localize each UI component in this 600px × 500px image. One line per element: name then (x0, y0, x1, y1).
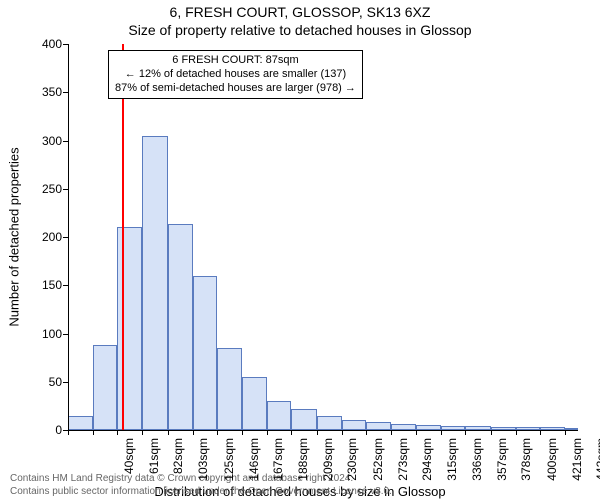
x-tick-label: 336sqm (470, 438, 484, 488)
y-tick-mark (63, 237, 68, 238)
histogram-bar (267, 401, 292, 430)
y-tick-label: 50 (0, 375, 62, 389)
x-tick-mark (491, 430, 492, 435)
y-tick-mark (63, 141, 68, 142)
x-tick-mark (565, 430, 566, 435)
histogram-bar (342, 420, 367, 430)
x-tick-mark (68, 430, 69, 435)
y-tick-mark (63, 44, 68, 45)
y-tick-label: 150 (0, 278, 62, 292)
histogram-bar (168, 224, 193, 430)
histogram-bar (242, 377, 267, 430)
annotation-line2: ← 12% of detached houses are smaller (13… (115, 68, 356, 82)
x-tick-label: 40sqm (122, 438, 136, 488)
x-axis-line (68, 430, 578, 431)
x-tick-label: 400sqm (545, 438, 559, 488)
x-tick-label: 252sqm (371, 438, 385, 488)
y-tick-label: 250 (0, 182, 62, 196)
chart-container: 6, FRESH COURT, GLOSSOP, SK13 6XZ Size o… (0, 0, 600, 500)
y-tick-label: 0 (0, 423, 62, 437)
x-tick-label: 103sqm (196, 438, 210, 488)
x-tick-label: 378sqm (519, 438, 533, 488)
x-tick-label: 315sqm (445, 438, 459, 488)
x-tick-mark (366, 430, 367, 435)
histogram-bar (291, 409, 317, 430)
annotation-box: 6 FRESH COURT: 87sqm ← 12% of detached h… (108, 50, 363, 99)
x-tick-label: 125sqm (222, 438, 236, 488)
x-tick-label: 421sqm (570, 438, 584, 488)
y-tick-mark (63, 92, 68, 93)
x-tick-mark (168, 430, 169, 435)
x-tick-label: 273sqm (396, 438, 410, 488)
annotation-line1: 6 FRESH COURT: 87sqm (115, 54, 356, 68)
x-tick-mark (342, 430, 343, 435)
histogram-bar (68, 416, 93, 430)
y-axis-line (68, 44, 69, 430)
y-tick-mark (63, 382, 68, 383)
x-tick-label: 82sqm (171, 438, 185, 488)
histogram-bar (142, 136, 168, 430)
histogram-bar (217, 348, 242, 430)
x-tick-mark (267, 430, 268, 435)
histogram-bar (117, 227, 142, 430)
x-tick-mark (441, 430, 442, 435)
x-tick-mark (217, 430, 218, 435)
x-tick-mark (93, 430, 94, 435)
reference-line (122, 44, 124, 430)
y-tick-label: 200 (0, 230, 62, 244)
histogram-bar (193, 276, 218, 430)
x-tick-mark (317, 430, 318, 435)
y-tick-label: 350 (0, 85, 62, 99)
chart-title-line2: Size of property relative to detached ho… (0, 22, 600, 38)
x-tick-mark (391, 430, 392, 435)
histogram-bar (93, 345, 118, 430)
y-tick-mark (63, 285, 68, 286)
x-tick-label: 188sqm (296, 438, 310, 488)
y-tick-label: 100 (0, 327, 62, 341)
x-tick-mark (291, 430, 292, 435)
x-tick-label: 442sqm (594, 438, 600, 488)
x-tick-label: 294sqm (420, 438, 434, 488)
plot-area: 6 FRESH COURT: 87sqm ← 12% of detached h… (68, 44, 578, 430)
y-tick-mark (63, 334, 68, 335)
histogram-bar (366, 422, 391, 430)
x-tick-mark (193, 430, 194, 435)
x-tick-mark (142, 430, 143, 435)
x-tick-mark (117, 430, 118, 435)
y-tick-mark (63, 189, 68, 190)
y-tick-label: 400 (0, 37, 62, 51)
x-tick-label: 357sqm (495, 438, 509, 488)
x-tick-label: 61sqm (147, 438, 161, 488)
x-tick-mark (540, 430, 541, 435)
x-tick-label: 209sqm (321, 438, 335, 488)
x-tick-label: 230sqm (345, 438, 359, 488)
x-tick-label: 146sqm (247, 438, 261, 488)
x-tick-mark (416, 430, 417, 435)
chart-title-line1: 6, FRESH COURT, GLOSSOP, SK13 6XZ (0, 4, 600, 20)
x-tick-mark (242, 430, 243, 435)
x-tick-mark (516, 430, 517, 435)
x-tick-label: 167sqm (271, 438, 285, 488)
annotation-line3: 87% of semi-detached houses are larger (… (115, 82, 356, 96)
histogram-bar (317, 416, 342, 430)
x-tick-mark (465, 430, 466, 435)
y-tick-label: 300 (0, 134, 62, 148)
